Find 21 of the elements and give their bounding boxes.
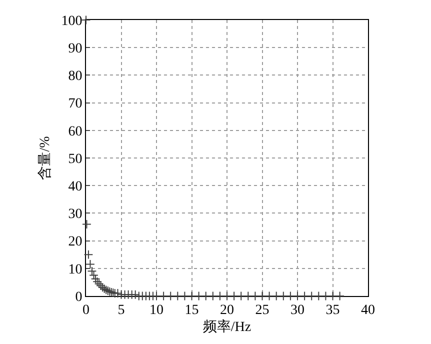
y-tick-label: 30 — [68, 207, 82, 222]
x-tick-label: 40 — [361, 302, 375, 318]
x-tick-label: 20 — [220, 302, 234, 318]
y-tick-label: 10 — [68, 262, 82, 278]
y-tick-label: 0 — [75, 290, 82, 305]
x-tick-label: 5 — [118, 302, 125, 318]
y-axis-title: 含量/% — [36, 136, 53, 180]
y-tick-label: 40 — [68, 180, 82, 194]
y-tick-label: 20 — [68, 234, 82, 250]
y-tick-label: 100 — [61, 14, 82, 29]
x-tick-label: 25 — [255, 302, 270, 318]
x-tick-label: 35 — [326, 302, 340, 318]
y-tick-label: 70 — [68, 96, 82, 112]
y-tick-label: 50 — [68, 152, 82, 167]
y-tick-label: 80 — [68, 69, 82, 84]
x-tick-label: 30 — [290, 302, 304, 318]
x-axis-title: 频率/Hz — [202, 319, 252, 336]
x-tick-label: 10 — [150, 302, 164, 318]
y-tick-label: 60 — [68, 124, 82, 140]
x-tick-label: 15 — [184, 302, 199, 318]
y-tick-label: 90 — [68, 42, 82, 56]
